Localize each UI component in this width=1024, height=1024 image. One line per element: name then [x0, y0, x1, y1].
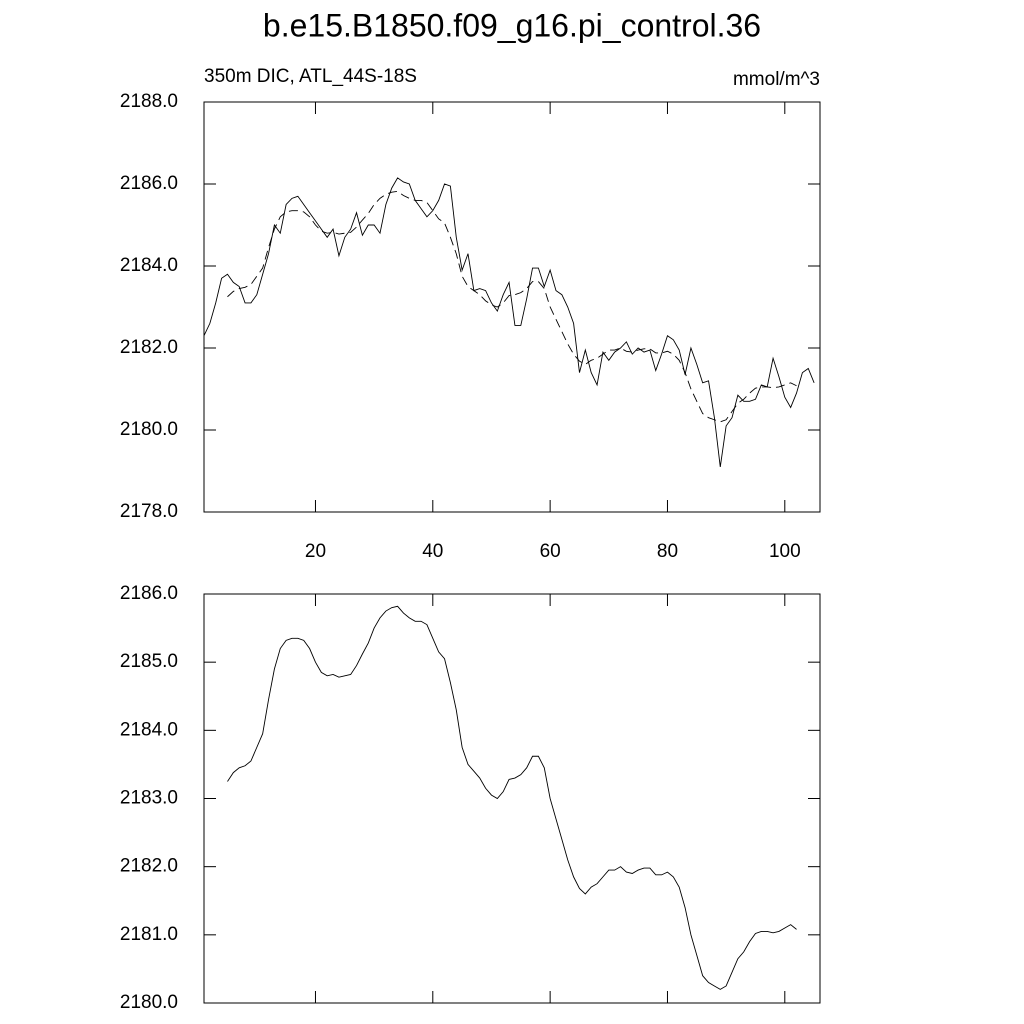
- x-tick-label: 80: [657, 541, 678, 562]
- x-tick-label: 20: [305, 541, 326, 562]
- x-tick-label: 100: [769, 541, 801, 562]
- x-tick-label: 40: [422, 541, 443, 562]
- y-tick-label: 2178.0: [120, 501, 178, 522]
- y-tick-label: 2180.0: [120, 992, 178, 1013]
- y-tick-label: 2188.0: [120, 91, 178, 112]
- y-tick-label: 2182.0: [120, 337, 178, 358]
- units-label: mmol/m^3: [733, 69, 820, 90]
- plot-frame: [203, 593, 821, 1004]
- y-tick-label: 2184.0: [120, 719, 178, 740]
- y-tick-label: 2186.0: [120, 583, 178, 604]
- y-tick-label: 2185.0: [120, 651, 178, 672]
- x-tick-label: 60: [540, 541, 561, 562]
- subtitle: 350m DIC, ATL_44S-18S: [204, 66, 417, 87]
- chart-title: b.e15.B1850.f09_g16.pi_control.36: [263, 7, 761, 43]
- y-tick-label: 2181.0: [120, 924, 178, 945]
- y-tick-label: 2182.0: [120, 856, 178, 877]
- y-tick-label: 2183.0: [120, 788, 178, 809]
- data-line: [203, 177, 815, 467]
- y-tick-label: 2184.0: [120, 255, 178, 276]
- y-tick-label: 2186.0: [120, 173, 178, 194]
- data-line: [227, 605, 797, 990]
- data-line: [227, 190, 797, 423]
- plot-frame: [203, 101, 821, 513]
- y-tick-label: 2180.0: [120, 419, 178, 440]
